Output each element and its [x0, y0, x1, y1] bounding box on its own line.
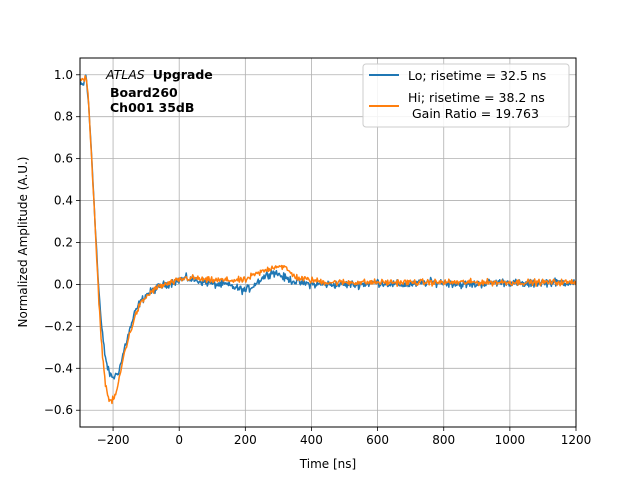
legend: Lo; risetime = 32.5 ns Hi; risetime = 38…: [362, 63, 570, 128]
x-tick-label: −200: [97, 433, 130, 447]
x-tick-label: 600: [366, 433, 389, 447]
annotation-upgrade: Upgrade: [153, 67, 213, 82]
y-axis-label: Normalized Amplitude (A.U.): [16, 157, 30, 328]
y-tick-label: 0.2: [54, 236, 73, 250]
y-tick-label: 0.8: [54, 110, 73, 124]
x-tick-label: 1200: [561, 433, 592, 447]
y-tick-label: 1.0: [54, 68, 73, 82]
x-tick-label: 1000: [495, 433, 526, 447]
legend-label-lo: Lo; risetime = 32.5 ns: [408, 68, 546, 83]
x-axis-label: Time [ns]: [299, 457, 356, 471]
y-axis-ticks: −0.6 −0.4 −0.2 0.0 0.2 0.4 0.6 0.8 1.0: [44, 68, 80, 417]
x-tick-label: 200: [234, 433, 257, 447]
y-tick-label: 0.4: [54, 194, 73, 208]
series-line-hi: [80, 75, 576, 405]
legend-box: [362, 63, 570, 128]
y-tick-label: −0.4: [44, 361, 73, 375]
y-tick-label: 0.0: [54, 277, 73, 291]
x-tick-label: 400: [300, 433, 323, 447]
x-axis-ticks: −200 0 200 400 600 800 1000 1200: [97, 427, 592, 447]
y-tick-label: −0.6: [44, 403, 73, 417]
y-tick-label: 0.6: [54, 152, 73, 166]
svg-text:ATLAS Upgrade: ATLAS Upgrade: [105, 67, 213, 82]
annotation-channel: Ch001 35dB: [110, 100, 194, 115]
plot-area: [80, 74, 576, 405]
x-tick-label: 800: [432, 433, 455, 447]
legend-label-hi: Hi; risetime = 38.2 ns Gain Ratio = 19.7…: [408, 90, 545, 121]
annotation-atlas: ATLAS: [105, 67, 145, 82]
atlas-annotation: ATLAS Upgrade Board260 Ch001 35dB: [105, 67, 213, 115]
series-layer: [80, 74, 576, 405]
y-tick-label: −0.2: [44, 319, 73, 333]
x-tick-label: 0: [175, 433, 183, 447]
annotation-board: Board260: [110, 85, 178, 100]
